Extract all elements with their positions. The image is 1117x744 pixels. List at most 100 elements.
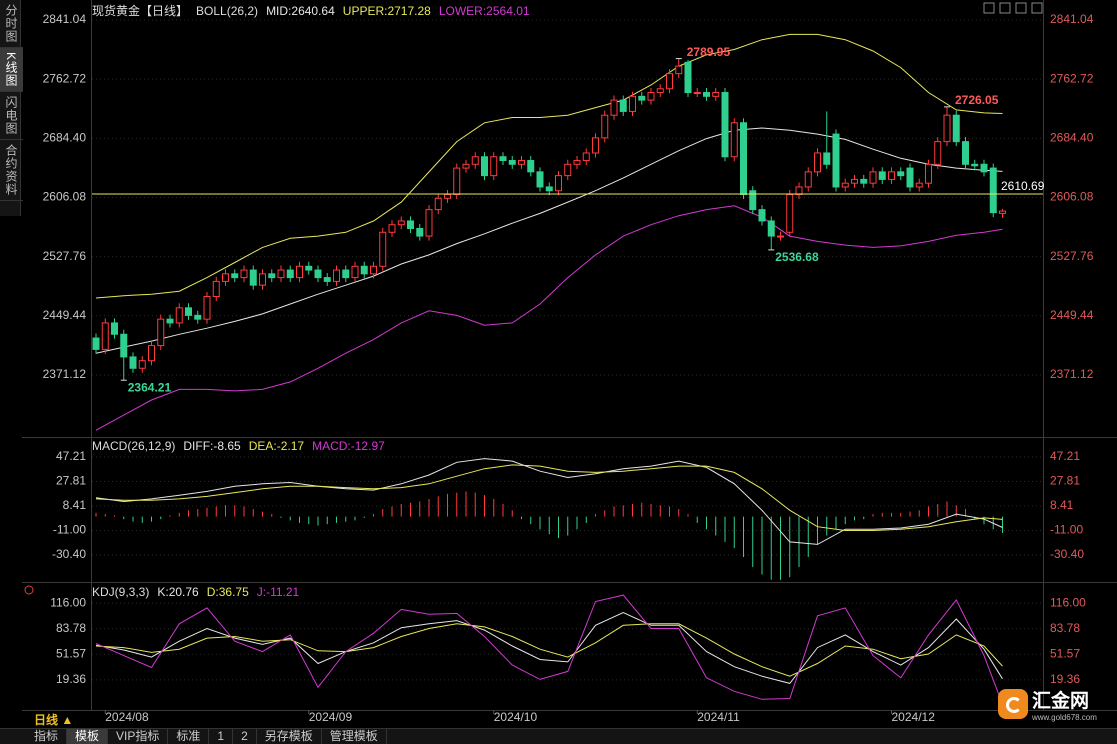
- y-tick-label: 47.21: [1050, 449, 1080, 463]
- candle-body: [296, 265, 303, 279]
- legend-entry: MID:2640.64: [266, 3, 335, 18]
- candle-body: [721, 92, 729, 158]
- candle-body: [989, 167, 997, 214]
- y-tick-label: 2527.76: [43, 249, 87, 263]
- toolbar-tab[interactable]: 模板: [67, 729, 109, 744]
- y-tick-label: 2449.44: [43, 308, 87, 322]
- candle-body: [795, 186, 803, 196]
- candle-body: [952, 114, 960, 143]
- candle-body: [490, 156, 498, 177]
- y-tick-label: 2449.44: [1050, 308, 1094, 322]
- legend-entry: D:36.75: [206, 585, 249, 599]
- candle-body: [527, 160, 535, 173]
- candle-body: [286, 269, 294, 279]
- candle-body: [397, 220, 405, 226]
- toolbar-tab[interactable]: 管理模板: [322, 729, 387, 744]
- candle-body: [259, 273, 266, 286]
- candle-body: [333, 269, 340, 282]
- legend-entry: LOWER:2564.01: [438, 3, 530, 18]
- candle-body: [684, 61, 692, 94]
- candle-body: [814, 152, 821, 173]
- candle-body: [934, 141, 942, 165]
- candle-body: [101, 322, 109, 350]
- toolbar-tab[interactable]: 指标: [26, 729, 68, 744]
- candle-body: [666, 73, 673, 90]
- y-tick-label: 19.36: [56, 672, 86, 686]
- sidebar-tab[interactable]: 合约资料: [0, 140, 23, 202]
- candle-body: [314, 269, 322, 279]
- settings-icon[interactable]: [24, 585, 34, 595]
- y-tick-label: 83.78: [1050, 621, 1080, 635]
- candle-body: [777, 235, 784, 238]
- candle-body: [758, 209, 766, 222]
- candle-body: [231, 273, 239, 279]
- candle-body: [444, 194, 451, 199]
- indicator-line: [95, 464, 1003, 531]
- logo-name: 汇金网: [1032, 691, 1090, 712]
- period-selector[interactable]: 日线 ▲: [34, 713, 74, 727]
- y-tick-label: -11.00: [53, 523, 86, 537]
- candle-body: [416, 228, 424, 237]
- toolbar-tab[interactable]: 1: [209, 729, 234, 744]
- candle-body: [592, 137, 599, 154]
- candle-body: [767, 220, 775, 237]
- candle-body: [804, 171, 812, 188]
- candle-body: [740, 122, 747, 196]
- candle-body: [888, 171, 895, 180]
- y-tick-label: 51.57: [1050, 646, 1080, 660]
- sidebar-tab[interactable]: 分时图: [0, 0, 23, 48]
- candle-body: [481, 156, 488, 177]
- candle-body: [943, 114, 951, 143]
- candle-body: [601, 114, 609, 139]
- indicator-line: [95, 205, 1003, 431]
- indicator-name: BOLL(26,2): [196, 3, 259, 18]
- candle-body: [915, 182, 923, 188]
- toolbar-tab[interactable]: VIP指标: [108, 729, 169, 744]
- sidebar-tab[interactable]: K线图: [0, 48, 23, 93]
- candle-body: [832, 133, 840, 188]
- candle-body: [203, 295, 211, 320]
- toolbar: 指标 模板 VIP指标 标准 1 2 另存模板 管理模板: [0, 728, 1117, 744]
- window-icons[interactable]: [983, 2, 1043, 14]
- candle-body: [379, 231, 387, 267]
- y-tick-label: 2762.72: [1050, 71, 1094, 85]
- y-tick-label: 83.78: [56, 621, 86, 635]
- candle-body: [869, 171, 877, 184]
- y-tick-label: 27.81: [1050, 474, 1080, 488]
- candle-body: [360, 265, 368, 275]
- legend-entry: DIFF:-8.65: [183, 439, 241, 453]
- candle-body: [823, 152, 831, 165]
- toolbar-tab[interactable]: 另存模板: [257, 729, 322, 744]
- toolbar-tab[interactable]: 2: [233, 729, 257, 744]
- x-tick-label: 2024/11: [697, 710, 740, 724]
- candle-body: [703, 92, 710, 97]
- logo: 汇金网 www.gold678.com: [998, 686, 1097, 722]
- candle-body: [647, 92, 655, 101]
- sidebar-tab[interactable]: 闪电图: [0, 92, 23, 141]
- macd-header: MACD(26,12,9) DIFF:-8.65 DEA:-2.17 MACD:-12…: [92, 439, 385, 453]
- candle-body: [268, 273, 276, 279]
- candle-body: [407, 220, 414, 230]
- y-tick-label: 2371.12: [43, 367, 87, 381]
- candle-body: [471, 156, 479, 165]
- y-tick-label: -30.40: [52, 547, 86, 561]
- candle-body: [277, 269, 285, 279]
- candle-body: [536, 171, 544, 188]
- y-tick-label: 2606.08: [1050, 190, 1094, 204]
- x-tick-label: 2024/08: [105, 710, 149, 724]
- y-tick-label: 8.41: [1050, 498, 1074, 512]
- candle-body: [92, 337, 100, 350]
- y-tick-label: 19.36: [1050, 672, 1080, 686]
- kdj-header: KDJ(9,3,3) K:20.76 D:36.75 J:-11.21: [92, 585, 299, 599]
- candle-body: [638, 95, 646, 101]
- main-header: 现货黄金【日线】 BOLL(26,2) MID:2640.64 UPPER:2717.…: [92, 2, 530, 19]
- y-tick-label: -11.00: [1050, 523, 1083, 537]
- indicator-line: [95, 623, 1003, 677]
- candle-body: [545, 186, 553, 192]
- y-tick-label: 2762.72: [43, 71, 87, 85]
- toolbar-tab[interactable]: 标准: [168, 729, 210, 744]
- candle-body: [157, 318, 165, 347]
- annotation: 2536.68: [775, 250, 819, 264]
